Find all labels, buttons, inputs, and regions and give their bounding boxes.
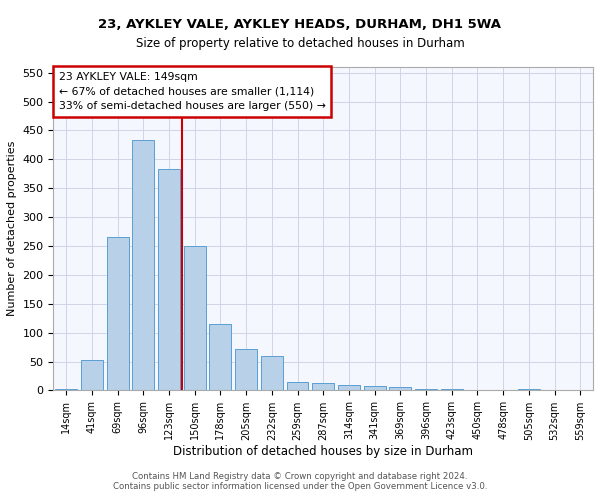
Text: 23, AYKLEY VALE, AYKLEY HEADS, DURHAM, DH1 5WA: 23, AYKLEY VALE, AYKLEY HEADS, DURHAM, D… (98, 18, 502, 30)
Bar (364, 386, 386, 390)
Bar (518, 389, 540, 390)
Bar (184, 246, 206, 390)
Bar (133, 140, 154, 390)
Bar (338, 384, 360, 390)
Text: 23 AYKLEY VALE: 149sqm
← 67% of detached houses are smaller (1,114)
33% of semi-: 23 AYKLEY VALE: 149sqm ← 67% of detached… (59, 72, 326, 112)
Bar (261, 356, 283, 390)
Bar (81, 360, 103, 390)
Y-axis label: Number of detached properties: Number of detached properties (7, 141, 17, 316)
Bar (312, 383, 334, 390)
Bar (55, 389, 77, 390)
Bar (441, 389, 463, 390)
Bar (235, 349, 257, 391)
Bar (209, 324, 232, 390)
Text: Contains HM Land Registry data © Crown copyright and database right 2024.: Contains HM Land Registry data © Crown c… (132, 472, 468, 481)
Bar (415, 388, 437, 390)
Bar (287, 382, 308, 390)
Bar (158, 169, 180, 390)
Text: Size of property relative to detached houses in Durham: Size of property relative to detached ho… (136, 38, 464, 51)
Bar (389, 387, 411, 390)
Text: Contains public sector information licensed under the Open Government Licence v3: Contains public sector information licen… (113, 482, 487, 491)
X-axis label: Distribution of detached houses by size in Durham: Distribution of detached houses by size … (173, 445, 473, 458)
Bar (107, 238, 128, 390)
